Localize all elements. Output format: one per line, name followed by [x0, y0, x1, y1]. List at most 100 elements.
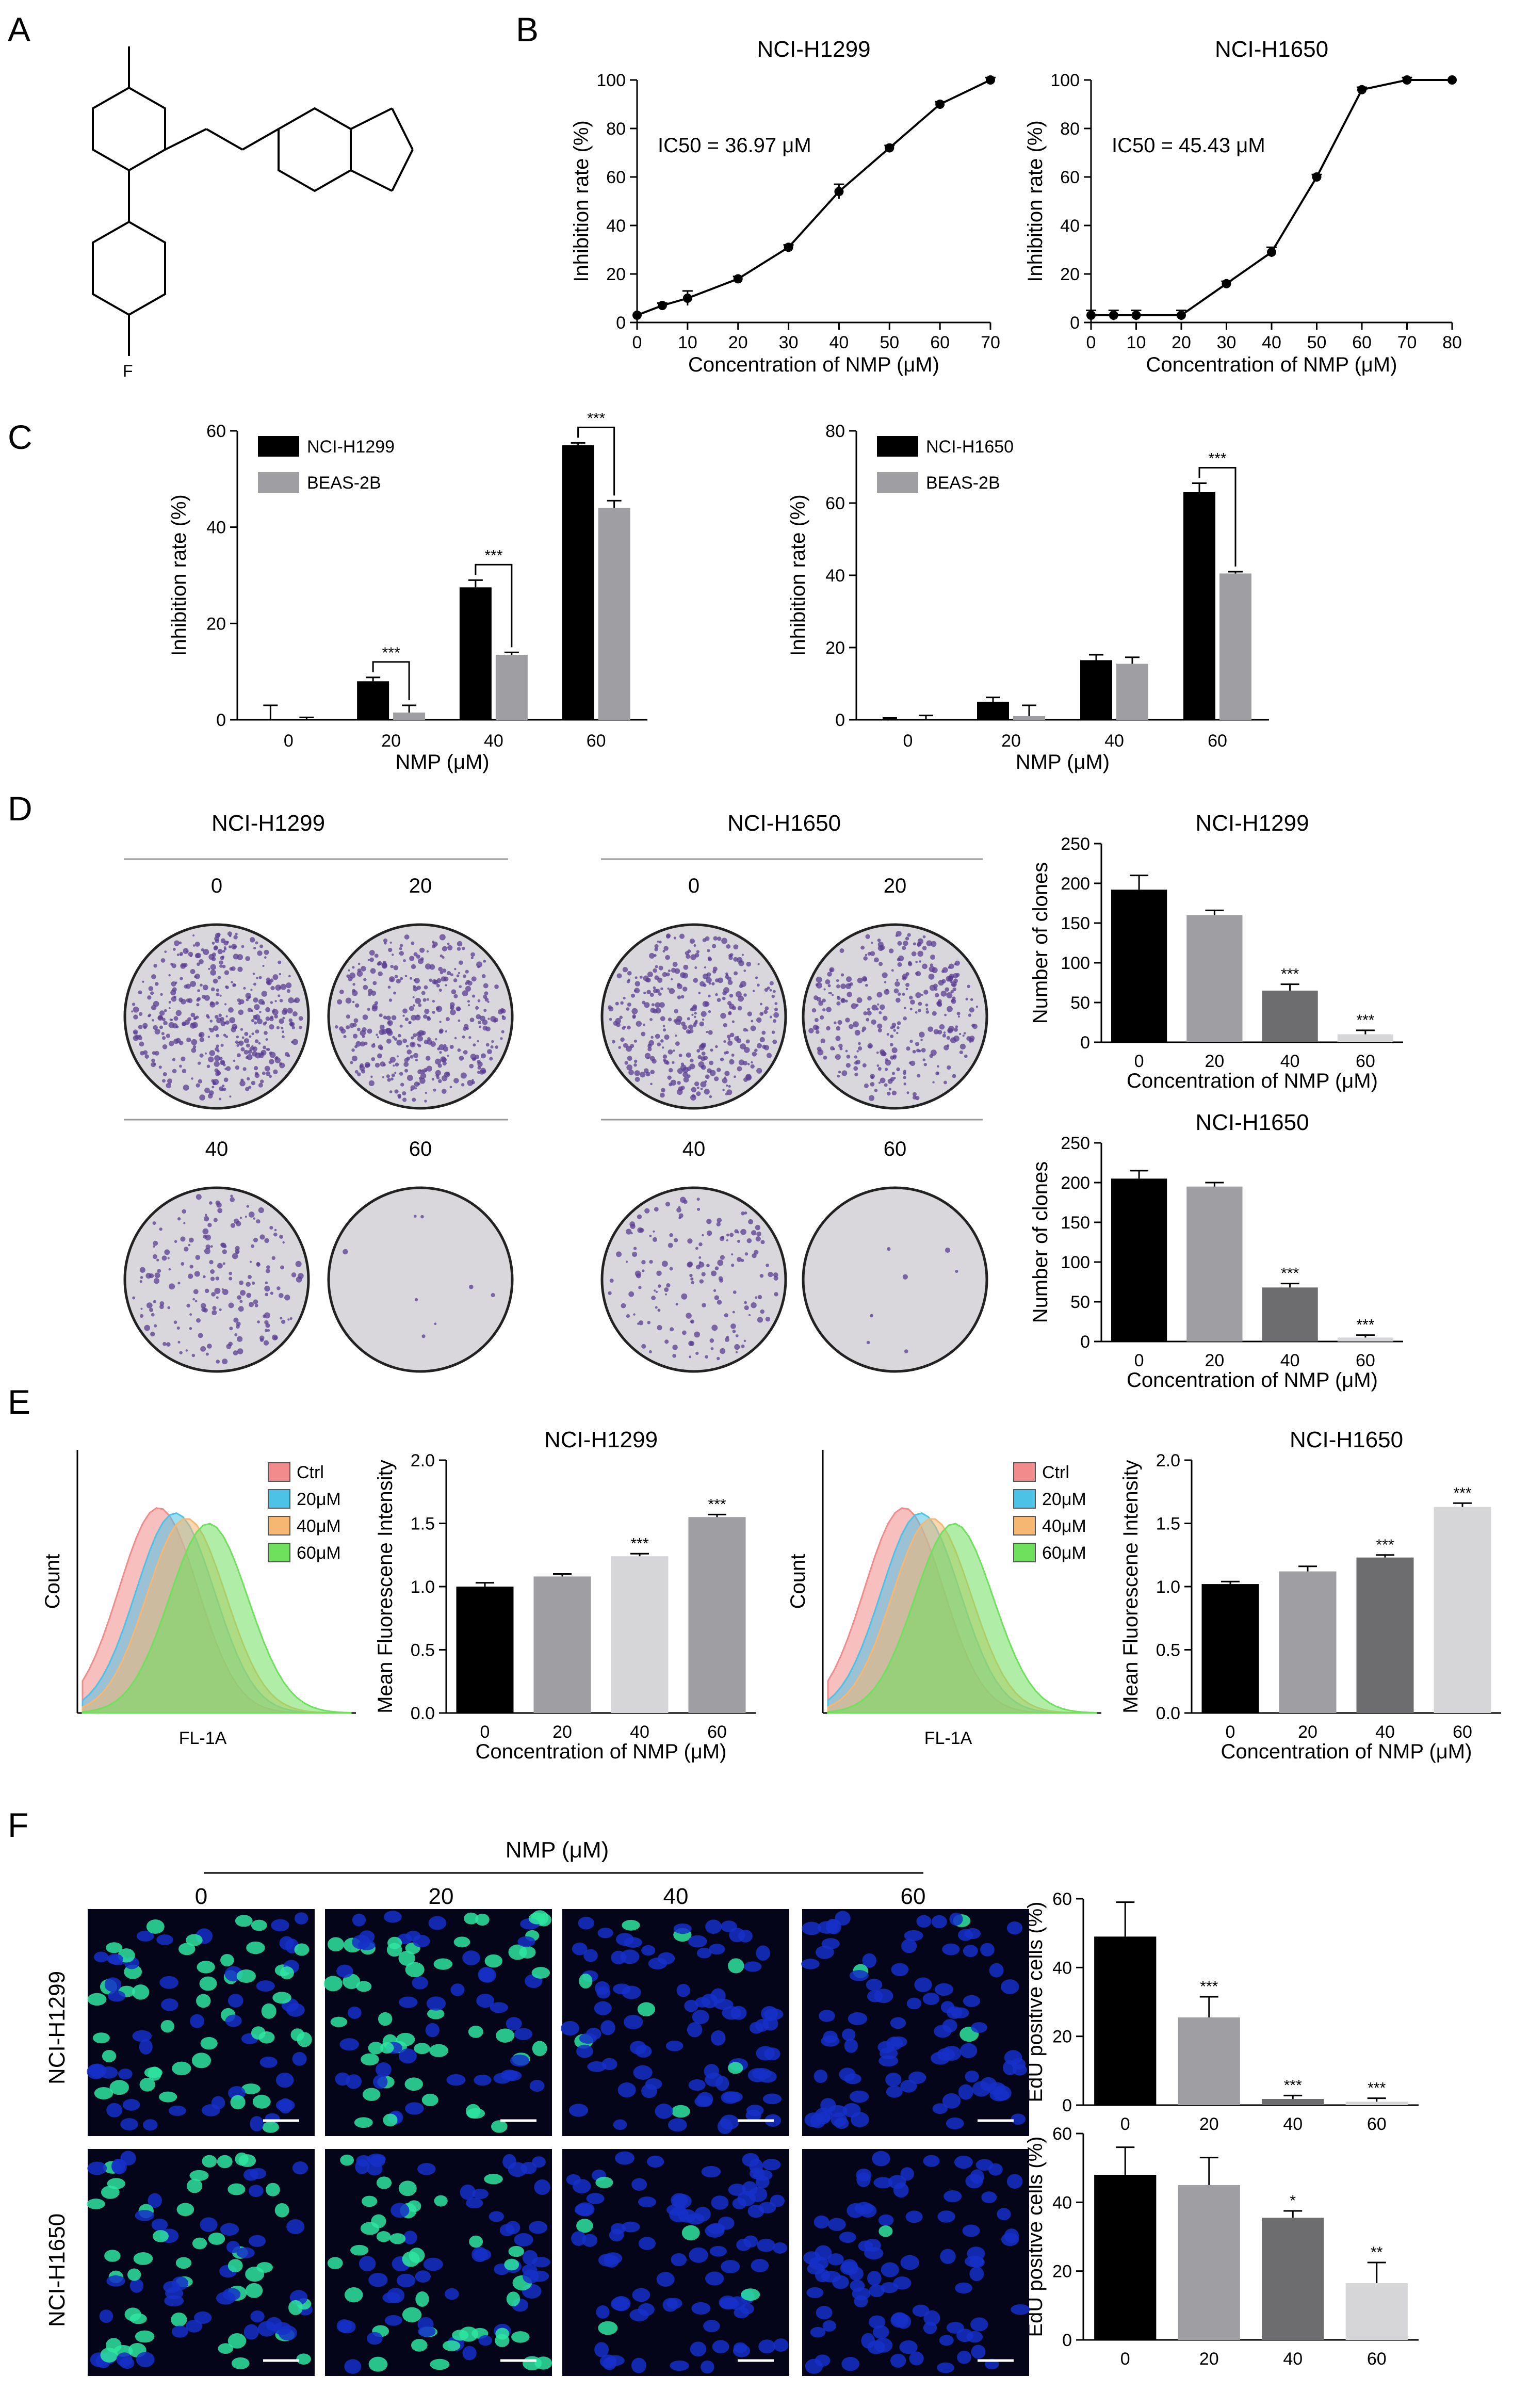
x-axis-label: Concentration of NMP (μM) — [1127, 1369, 1378, 1392]
colony-dot — [249, 1035, 252, 1038]
nucleus — [854, 2295, 868, 2308]
colony-dot — [687, 1262, 693, 1268]
edu-positive-nucleus — [376, 2231, 391, 2242]
colony-dot — [148, 986, 154, 991]
nucleus — [665, 2040, 684, 2051]
colony-dot — [225, 1015, 228, 1017]
edu-positive-nucleus — [258, 2031, 275, 2044]
colony-dot — [891, 969, 894, 972]
colony-dot — [682, 1330, 687, 1335]
colony-dot — [760, 1309, 764, 1314]
colony-dot — [193, 1017, 197, 1021]
x-axis-label: NMP (μM) — [395, 751, 489, 773]
colony-dot — [876, 992, 883, 998]
colony-dot — [706, 973, 709, 976]
nucleus — [692, 2010, 709, 2024]
colony-dot — [390, 964, 394, 968]
significance-label: *** — [1200, 1978, 1218, 1995]
colony-dot — [757, 1317, 763, 1323]
edu-positive-nucleus — [356, 1981, 372, 1992]
colony-dot — [399, 1024, 403, 1028]
colony-dot — [971, 1023, 975, 1028]
colony-dot — [367, 989, 373, 994]
colony-dot — [415, 1058, 418, 1062]
colony-dot — [402, 1014, 405, 1017]
nucleus — [980, 2077, 997, 2091]
colony-dot — [447, 942, 450, 945]
colony-dot — [735, 1334, 739, 1337]
colony-dot — [741, 1344, 745, 1348]
bar — [1094, 2175, 1157, 2340]
colony-dot — [280, 1265, 285, 1270]
x-tick-label: 60 — [1208, 731, 1227, 751]
colony-dot — [219, 964, 223, 968]
colony-dot — [956, 1011, 961, 1015]
nucleus — [773, 2338, 789, 2352]
colony-dot — [731, 1020, 735, 1023]
nucleus — [136, 2352, 155, 2367]
colony-dot — [639, 976, 643, 979]
colony-dot — [915, 1095, 920, 1101]
colony-dot — [830, 1046, 835, 1051]
colony-dot — [905, 982, 910, 987]
colony-dot — [737, 1231, 740, 1234]
colony-dot — [653, 986, 656, 989]
colony-dot — [634, 1070, 640, 1076]
nucleus — [901, 1938, 917, 1953]
y-tick-label: 100 — [1050, 71, 1080, 90]
data-point — [657, 301, 667, 311]
colony-dot — [186, 998, 190, 1003]
colony-dot — [363, 978, 367, 981]
y-tick-label: 80 — [606, 119, 626, 139]
colony-dot — [910, 999, 915, 1005]
nucleus — [880, 2047, 898, 2060]
colony-dot — [731, 1253, 734, 1256]
colony-dot — [661, 1046, 664, 1049]
significance-bracket — [475, 563, 513, 648]
nucleus — [803, 2251, 821, 2265]
colony-dot — [237, 1295, 241, 1300]
colony-dot — [863, 1011, 868, 1015]
colony-dot — [215, 1001, 219, 1005]
colony-dot — [608, 1291, 612, 1295]
colony-dot — [856, 1050, 859, 1053]
colony-dot — [201, 1307, 206, 1312]
colony-dot — [867, 1010, 872, 1016]
colony-dot — [764, 1006, 769, 1011]
colony-dot — [690, 954, 696, 960]
colony-dot — [282, 1035, 285, 1039]
colony-dot — [286, 989, 291, 993]
colony-dot — [442, 946, 447, 951]
colony-dot — [769, 1015, 773, 1019]
edu-positive-nucleus — [252, 2094, 271, 2109]
nucleus — [403, 2231, 417, 2244]
colony-dot — [233, 935, 238, 940]
colony-dot — [242, 1067, 247, 1071]
colony-dot — [154, 1272, 160, 1279]
colony-dot — [265, 1048, 268, 1051]
colony-dot — [631, 1251, 638, 1257]
colony-dot — [728, 1011, 732, 1014]
nucleus — [705, 1919, 722, 1934]
nucleus — [600, 2020, 615, 2035]
colony-dot — [716, 1222, 721, 1226]
colony-dot — [905, 972, 909, 976]
colony-dot — [962, 1035, 965, 1037]
nucleus — [476, 1994, 494, 2008]
nucleus — [266, 2317, 282, 2331]
nucleus — [832, 2275, 849, 2289]
colony-dot — [147, 995, 152, 1000]
bar — [1178, 2017, 1240, 2105]
x-tick-label: 70 — [981, 333, 1000, 352]
colony-dot — [159, 1304, 164, 1310]
nucleus — [732, 2197, 747, 2209]
edu-positive-nucleus — [288, 2300, 303, 2315]
y-tick-label: 40 — [825, 566, 845, 586]
colony-dot — [389, 1057, 396, 1063]
nucleus — [148, 2193, 162, 2208]
colony-dot — [424, 1100, 427, 1103]
edu-positive-nucleus — [274, 2203, 289, 2218]
panel-f-header: NMP (μM) — [506, 1837, 609, 1863]
colony-dot — [615, 1017, 621, 1024]
